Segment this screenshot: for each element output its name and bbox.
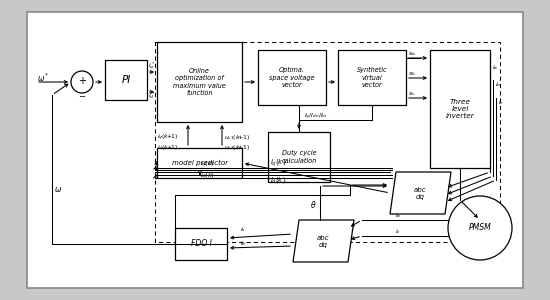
Bar bbox=[430, 50, 490, 168]
Text: $i_c$: $i_c$ bbox=[498, 98, 504, 107]
Polygon shape bbox=[293, 220, 354, 262]
Text: FDO I: FDO I bbox=[190, 239, 211, 248]
Text: $s_c$: $s_c$ bbox=[408, 90, 416, 98]
Text: PI: PI bbox=[122, 75, 131, 85]
Text: Synthetic
virtual
vector: Synthetic virtual vector bbox=[357, 67, 387, 88]
Text: $i_a$: $i_a$ bbox=[492, 64, 498, 72]
Text: $\theta$: $\theta$ bbox=[310, 200, 316, 211]
Text: Optima.
space voltage
vector: Optima. space voltage vector bbox=[270, 67, 315, 88]
Text: $i_q(k)$: $i_q(k)$ bbox=[270, 157, 286, 169]
Text: $i^*_d$: $i^*_d$ bbox=[148, 91, 155, 101]
Text: $i^*_q$: $i^*_q$ bbox=[148, 61, 155, 73]
Circle shape bbox=[448, 196, 512, 260]
Text: $i_c$: $i_c$ bbox=[395, 227, 401, 236]
Bar bbox=[157, 148, 242, 178]
Bar bbox=[157, 42, 242, 122]
Text: abc
dq: abc dq bbox=[317, 235, 330, 248]
Bar bbox=[155, 42, 500, 242]
Text: Three
level
inverter: Three level inverter bbox=[446, 99, 474, 119]
Bar bbox=[105, 60, 147, 100]
Bar bbox=[258, 50, 326, 105]
Text: +: + bbox=[78, 76, 86, 86]
Text: $\omega$: $\omega$ bbox=[54, 185, 62, 194]
Text: $i_a$: $i_a$ bbox=[395, 212, 402, 220]
Bar bbox=[268, 132, 330, 182]
Text: abc
dq: abc dq bbox=[414, 187, 427, 200]
Text: $i_d(k\!\!+\!\!1)$: $i_d(k\!\!+\!\!1)$ bbox=[157, 142, 178, 152]
Circle shape bbox=[71, 71, 93, 93]
Text: Duty cycle
calculation: Duty cycle calculation bbox=[282, 150, 317, 164]
Text: PMSM: PMSM bbox=[469, 224, 491, 232]
Text: $i_q(k)$: $i_q(k)$ bbox=[200, 160, 215, 170]
Text: model predictor: model predictor bbox=[172, 160, 228, 166]
Bar bbox=[175, 228, 227, 260]
Text: $i_d(k)$: $i_d(k)$ bbox=[200, 172, 215, 181]
Text: $i_b$: $i_b$ bbox=[495, 80, 502, 89]
Bar bbox=[338, 50, 406, 105]
Text: $s_b$: $s_b$ bbox=[408, 70, 416, 78]
Text: $\omega^*$: $\omega^*$ bbox=[37, 72, 50, 84]
Text: $i_\alpha$: $i_\alpha$ bbox=[240, 239, 247, 248]
Text: $i_s$: $i_s$ bbox=[240, 226, 246, 235]
Text: −: − bbox=[79, 92, 85, 101]
Text: $s_a$: $s_a$ bbox=[408, 50, 416, 58]
Text: $i_d(k)$: $i_d(k)$ bbox=[270, 175, 286, 185]
Text: $i_q(k\!\!+\!\!1)$: $i_q(k\!\!+\!\!1)$ bbox=[157, 133, 178, 143]
Text: Online
optimization of
maximum value
function: Online optimization of maximum value fun… bbox=[173, 68, 226, 96]
Text: $I_q/I_{de}/I_m$: $I_q/I_{de}/I_m$ bbox=[304, 112, 328, 122]
Text: $u_{c1}(k\!\!+\!\!1)$: $u_{c1}(k\!\!+\!\!1)$ bbox=[224, 134, 250, 142]
Text: $u_{c2}(k\!\!+\!\!1)$: $u_{c2}(k\!\!+\!\!1)$ bbox=[224, 142, 250, 152]
Polygon shape bbox=[390, 172, 451, 214]
